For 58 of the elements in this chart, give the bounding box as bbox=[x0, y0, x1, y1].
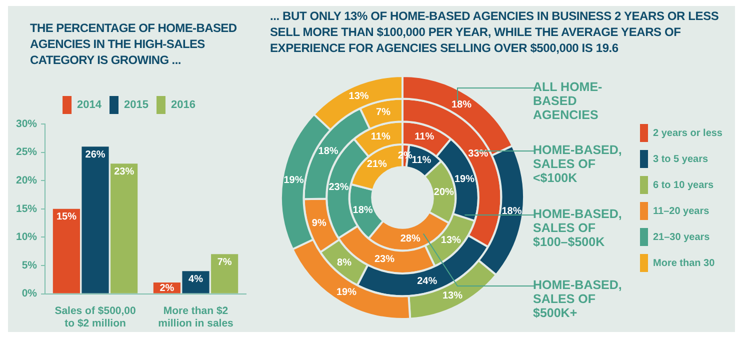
y-tick-label: 0% bbox=[22, 288, 38, 300]
chart-title: THE PERCENTAGE OF HOME-BASED AGENCIES IN THE HIGH-SALES CATEGORY IS GROWING ... bbox=[30, 20, 238, 68]
data-label: 9% bbox=[312, 218, 326, 230]
slice-label: HOME-BASED, SALES OF $100–$500K bbox=[533, 207, 623, 249]
data-label: 23% bbox=[328, 182, 349, 194]
data-label: 19% bbox=[336, 287, 357, 298]
y-tick-label: 25% bbox=[16, 146, 38, 158]
bar bbox=[52, 208, 80, 294]
data-label: 15% bbox=[56, 212, 77, 223]
data-label: 26% bbox=[85, 149, 106, 160]
legend-label: 2014 bbox=[77, 99, 102, 112]
y-tick-label: 20% bbox=[16, 174, 38, 186]
x-tick-label: Sales of $500,00 to $2 million bbox=[54, 304, 136, 330]
data-label: 2% bbox=[398, 150, 412, 162]
legend-label: More than 30 bbox=[653, 258, 715, 268]
legend-label: 3 to 5 years bbox=[653, 154, 708, 164]
data-label: 4% bbox=[188, 274, 204, 285]
legend-label: 6 to 10 years bbox=[653, 180, 714, 190]
data-label: 18% bbox=[352, 205, 373, 216]
legend-label: 11–20 years bbox=[653, 206, 710, 216]
y-tick-label: 10% bbox=[16, 231, 38, 244]
data-label: 11% bbox=[414, 132, 434, 143]
data-label: 18% bbox=[451, 99, 472, 110]
data-label: 13% bbox=[348, 91, 369, 102]
bar bbox=[110, 164, 138, 294]
data-label: 8% bbox=[337, 257, 352, 268]
data-label: 7% bbox=[217, 256, 232, 268]
data-label: 2% bbox=[160, 283, 174, 294]
bar bbox=[182, 271, 210, 294]
data-label: 11% bbox=[412, 155, 432, 166]
y-tick-label: 5% bbox=[22, 259, 38, 272]
data-label: 11% bbox=[370, 132, 390, 143]
data-label: 7% bbox=[376, 107, 391, 118]
data-label: 20% bbox=[434, 187, 454, 198]
data-label: 13% bbox=[442, 290, 463, 302]
data-label: 18% bbox=[318, 146, 338, 158]
data-label: 23% bbox=[374, 254, 395, 266]
data-label: 24% bbox=[417, 276, 438, 288]
data-label: 13% bbox=[440, 234, 462, 246]
legend-label: 21–30 years bbox=[653, 232, 710, 242]
chart-title: ... BUT ONLY 13% OF HOME-BASED AGENCIES IN BUSINESS 2 YEARS OR LESS SELL MORE THAN $100,000 PER YEAR, WHILE THE AVERAGE YEARS OF EXPERIENCE FOR AGENCIES SELLING OVER $500,000 IS 19.6 bbox=[270, 8, 720, 56]
data-label: 21% bbox=[366, 159, 388, 170]
bar bbox=[211, 254, 238, 294]
bar bbox=[82, 146, 109, 294]
legend-label: 2015 bbox=[124, 99, 148, 112]
data-label: 18% bbox=[502, 206, 522, 218]
data-label: 23% bbox=[114, 166, 134, 178]
x-tick-label: More than $2 million in sales bbox=[158, 304, 234, 330]
legend-label: HOME-BASED, SALES OF <$100K bbox=[533, 143, 623, 185]
data-label: 28% bbox=[400, 233, 420, 244]
data-label: 19% bbox=[284, 175, 304, 186]
y-tick-label: 15% bbox=[16, 202, 38, 215]
legend-label: 2 years or less bbox=[653, 128, 722, 138]
legend-label: 2016 bbox=[170, 99, 196, 112]
slice-label: HOME-BASED, SALES OF $500K+ bbox=[533, 278, 623, 320]
data-label: 19% bbox=[454, 174, 475, 186]
slice-label: ALL HOME-BASED AGENCIES bbox=[533, 80, 604, 122]
y-tick-label: 30% bbox=[16, 118, 38, 130]
